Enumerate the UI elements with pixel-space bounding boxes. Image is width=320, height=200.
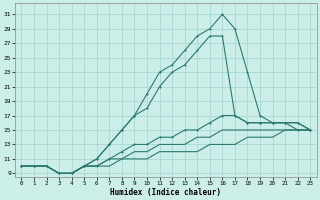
X-axis label: Humidex (Indice chaleur): Humidex (Indice chaleur): [110, 188, 221, 197]
